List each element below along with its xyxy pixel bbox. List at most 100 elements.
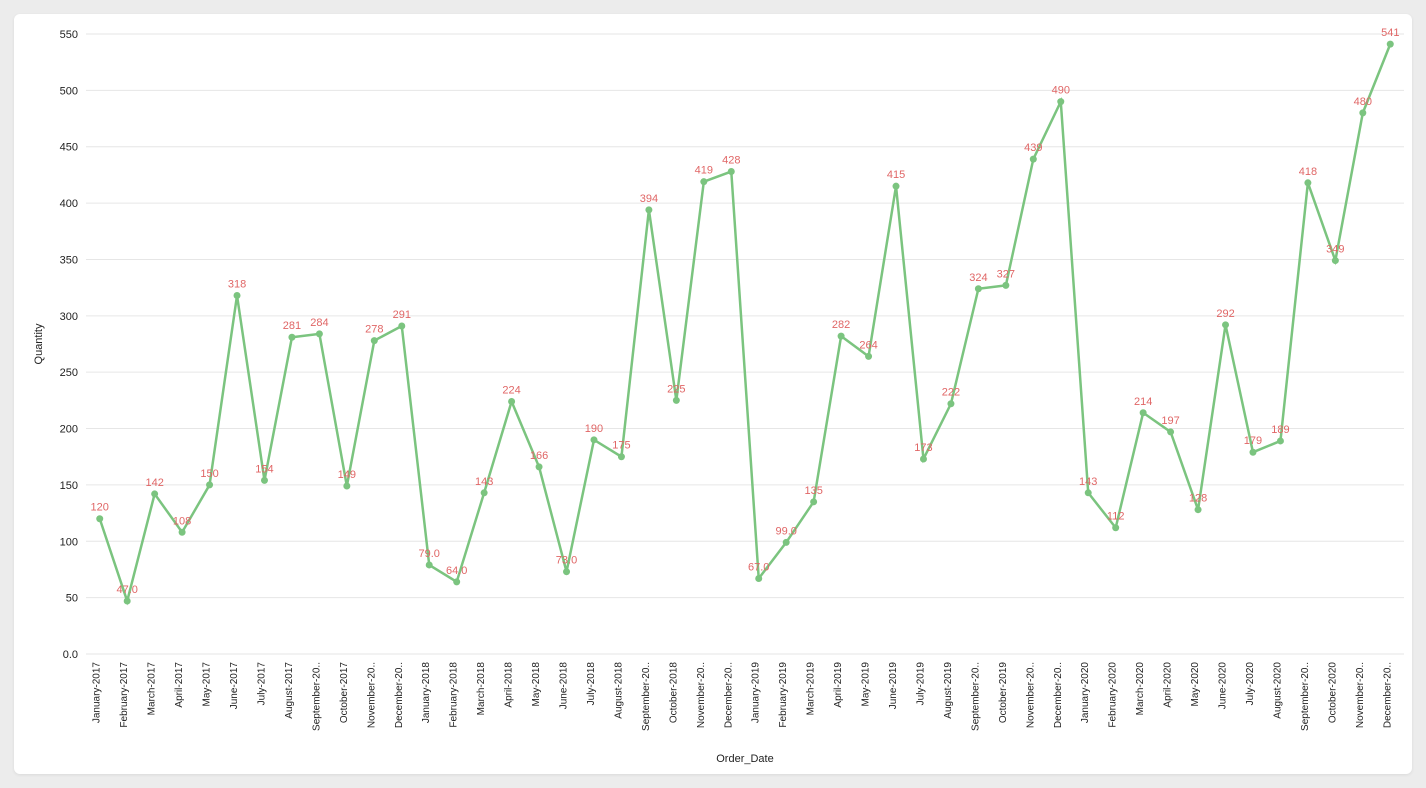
- x-tick-label: February-2019: [778, 662, 789, 728]
- x-tick-label: August-2017: [284, 662, 295, 719]
- value-label: 73.0: [556, 555, 577, 567]
- y-tick-label: 300: [60, 311, 78, 323]
- x-tick-label: January-2020: [1080, 662, 1091, 724]
- x-tick-label: September-20..: [1300, 662, 1311, 731]
- data-point: [893, 183, 900, 190]
- data-point: [755, 575, 762, 582]
- x-tick-label: October-2018: [668, 662, 679, 724]
- x-tick-label: April-2020: [1163, 662, 1174, 708]
- y-tick-label: 400: [60, 198, 78, 210]
- data-point: [1304, 179, 1311, 186]
- value-label: 222: [942, 387, 960, 399]
- y-tick-label: 550: [60, 29, 78, 41]
- y-tick-label: 100: [60, 536, 78, 548]
- x-tick-label: October-2017: [339, 662, 350, 724]
- data-point: [179, 529, 186, 536]
- x-tick-label: December-20..: [394, 662, 405, 728]
- data-point: [481, 489, 488, 496]
- x-tick-label: May-2019: [861, 662, 872, 707]
- x-tick-label: October-2020: [1327, 662, 1338, 724]
- data-point: [618, 453, 625, 460]
- x-tick-label: November-20..: [696, 662, 707, 728]
- value-label: 541: [1381, 27, 1399, 39]
- x-tick-label: September-20..: [641, 662, 652, 731]
- data-point: [536, 463, 543, 470]
- x-tick-label: June-2017: [229, 662, 240, 710]
- x-tick-label: May-2017: [202, 662, 213, 707]
- x-tick-label: June-2019: [888, 662, 899, 710]
- y-tick-label: 350: [60, 254, 78, 266]
- data-point: [1002, 282, 1009, 289]
- value-label: 394: [640, 193, 658, 205]
- x-tick-label: February-2018: [449, 662, 460, 728]
- data-point: [96, 515, 103, 522]
- x-tick-label: November-20..: [1025, 662, 1036, 728]
- data-point: [947, 400, 954, 407]
- value-label: 112: [1107, 511, 1125, 523]
- value-label: 490: [1052, 85, 1070, 97]
- value-label: 318: [228, 279, 246, 291]
- x-axis-title: Order_Date: [716, 753, 773, 765]
- x-tick-label: November-20..: [1355, 662, 1366, 728]
- value-label: 197: [1161, 415, 1179, 427]
- y-tick-label: 500: [60, 85, 78, 97]
- value-label: 150: [200, 468, 218, 480]
- data-point: [1085, 489, 1092, 496]
- value-label: 282: [832, 319, 850, 331]
- data-point: [453, 578, 460, 585]
- value-label: 418: [1299, 166, 1317, 178]
- value-label: 79.0: [419, 548, 440, 560]
- x-tick-label: November-20..: [366, 662, 377, 728]
- value-label: 439: [1024, 142, 1042, 154]
- y-tick-label: 50: [66, 593, 78, 605]
- value-label: 173: [914, 442, 932, 454]
- data-point: [371, 337, 378, 344]
- data-point: [343, 483, 350, 490]
- value-label: 324: [969, 272, 987, 284]
- value-label: 128: [1189, 493, 1207, 505]
- x-tick-label: August-2018: [613, 662, 624, 719]
- value-label: 225: [667, 383, 685, 395]
- value-label: 143: [1079, 476, 1097, 488]
- value-label: 349: [1326, 244, 1344, 256]
- data-point: [563, 568, 570, 575]
- y-tick-label: 150: [60, 480, 78, 492]
- value-label: 175: [612, 440, 630, 452]
- x-tick-label: March-2019: [806, 662, 817, 716]
- value-label: 224: [502, 384, 520, 396]
- y-tick-label: 200: [60, 424, 78, 436]
- x-tick-label: January-2018: [421, 662, 432, 724]
- value-label: 419: [695, 165, 713, 177]
- x-tick-label: December-20..: [1382, 662, 1393, 728]
- value-label: 480: [1354, 96, 1372, 108]
- value-label: 278: [365, 324, 383, 336]
- x-tick-label: March-2020: [1135, 662, 1146, 716]
- line-chart: 0.050100150200250300350400450500550Janua…: [14, 14, 1412, 774]
- data-point: [673, 397, 680, 404]
- value-label: 415: [887, 169, 905, 181]
- data-point: [1332, 257, 1339, 264]
- x-tick-label: September-20..: [311, 662, 322, 731]
- data-point: [1387, 41, 1394, 48]
- value-label: 154: [255, 463, 273, 475]
- data-point: [700, 178, 707, 185]
- data-point: [206, 481, 213, 488]
- value-label: 120: [91, 502, 109, 514]
- x-tick-label: July-2017: [256, 662, 267, 706]
- data-point: [590, 436, 597, 443]
- data-point: [1195, 506, 1202, 513]
- data-point: [1167, 428, 1174, 435]
- data-point: [1277, 437, 1284, 444]
- data-point: [508, 398, 515, 405]
- data-point: [234, 292, 241, 299]
- x-tick-label: May-2018: [531, 662, 542, 707]
- value-label: 327: [997, 268, 1015, 280]
- value-label: 149: [338, 469, 356, 481]
- data-point: [124, 598, 131, 605]
- data-point: [1140, 409, 1147, 416]
- data-point: [1057, 98, 1064, 105]
- value-label: 108: [173, 515, 191, 527]
- data-point: [920, 455, 927, 462]
- value-label: 166: [530, 450, 548, 462]
- value-label: 190: [585, 423, 603, 435]
